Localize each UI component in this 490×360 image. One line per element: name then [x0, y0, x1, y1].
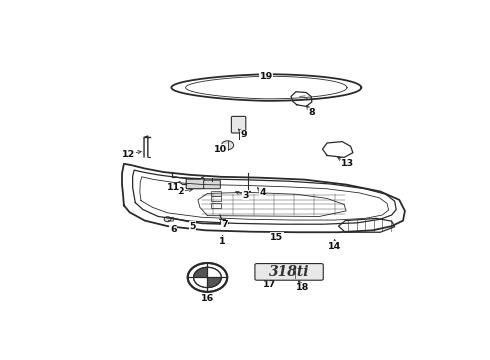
- Text: 11: 11: [167, 183, 180, 192]
- Text: 318ti: 318ti: [269, 265, 309, 279]
- Wedge shape: [194, 278, 207, 288]
- Text: 8: 8: [309, 108, 315, 117]
- Text: 16: 16: [201, 294, 214, 303]
- Text: 13: 13: [342, 159, 355, 168]
- FancyBboxPatch shape: [186, 179, 204, 189]
- Text: 10: 10: [214, 145, 227, 154]
- Text: 14: 14: [328, 242, 342, 251]
- Wedge shape: [207, 278, 221, 288]
- Text: 3: 3: [242, 190, 249, 199]
- Text: 5: 5: [189, 222, 196, 231]
- FancyBboxPatch shape: [204, 180, 221, 189]
- Text: 15: 15: [270, 233, 284, 242]
- FancyBboxPatch shape: [211, 191, 220, 195]
- FancyBboxPatch shape: [255, 264, 323, 280]
- Text: 1: 1: [220, 237, 226, 246]
- Text: 17: 17: [263, 280, 276, 289]
- Circle shape: [221, 141, 234, 150]
- Text: 7: 7: [221, 220, 228, 229]
- Text: 19: 19: [260, 72, 273, 81]
- Text: 6: 6: [170, 225, 176, 234]
- Text: 2: 2: [177, 187, 184, 196]
- FancyBboxPatch shape: [231, 116, 246, 133]
- Circle shape: [164, 217, 171, 222]
- Text: 18: 18: [295, 283, 309, 292]
- Circle shape: [194, 267, 221, 288]
- Text: 9: 9: [240, 130, 247, 139]
- FancyBboxPatch shape: [211, 196, 220, 201]
- FancyBboxPatch shape: [211, 203, 220, 208]
- Wedge shape: [194, 267, 207, 278]
- Wedge shape: [207, 267, 221, 278]
- Text: 12: 12: [122, 150, 135, 158]
- Text: 4: 4: [259, 188, 266, 197]
